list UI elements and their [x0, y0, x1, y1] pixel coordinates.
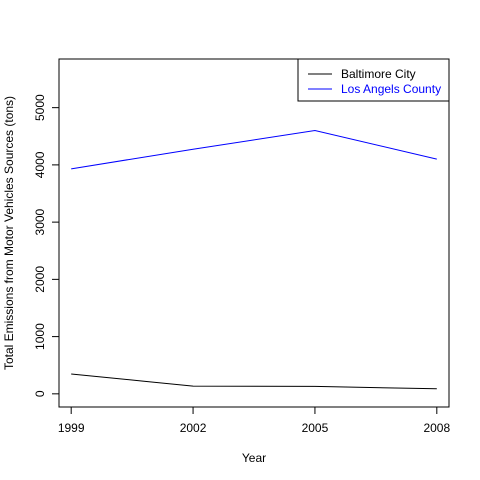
series-layer	[71, 129, 437, 390]
legend: Baltimore City Los Angels County	[297, 58, 450, 102]
y-tick-label: 3000	[33, 208, 47, 235]
x-axis: 1999 2002 2005 2008	[58, 406, 450, 435]
x-tick-label: 2008	[423, 421, 450, 435]
y-tick-label: 0	[33, 390, 47, 397]
y-tick-label: 1000	[33, 323, 47, 350]
x-axis-label: Year	[242, 451, 266, 465]
x-tick-label: 2002	[180, 421, 207, 435]
y-axis-label: Total Emissions from Motor Vehicles Sour…	[2, 96, 16, 370]
y-axis: 0 1000 2000 3000 4000 5000	[33, 94, 60, 397]
plot-frame	[58, 58, 450, 408]
legend-label-los-angels-county: Los Angels County	[341, 82, 441, 96]
y-tick-label: 4000	[33, 151, 47, 178]
series-line-baltimore-city	[71, 373, 437, 390]
series-line-los-angels-county	[71, 129, 437, 170]
legend-box	[297, 58, 450, 102]
y-tick-label: 2000	[33, 266, 47, 293]
x-tick-label: 1999	[58, 421, 85, 435]
legend-label-baltimore-city: Baltimore City	[341, 67, 416, 81]
y-tick-label: 5000	[33, 94, 47, 121]
x-tick-label: 2005	[302, 421, 329, 435]
